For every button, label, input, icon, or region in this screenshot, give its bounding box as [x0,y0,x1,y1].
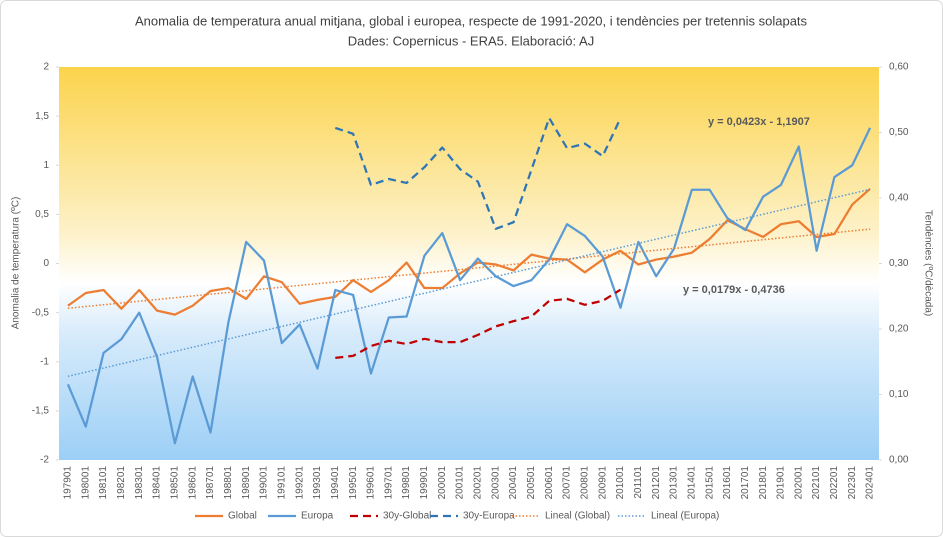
x-tick-label: 198801 [223,466,234,500]
series-line [335,288,622,359]
plot-area [59,67,879,460]
legend-label: Lineal (Europa) [651,511,719,522]
y2-tick-label: 0,20 [889,324,909,335]
series-line [67,188,871,378]
y-tick-label: 0,5 [35,209,49,220]
x-tick-label: 198501 [170,466,181,500]
x-tick-label: 199301 [312,466,323,500]
chart-title: Anomalia de temperatura anual mitjana, g… [135,13,808,28]
x-tick-label: 202301 [847,466,858,500]
x-tick-label: 201801 [758,466,769,500]
x-tick-label: 202201 [829,466,840,500]
x-tick-label: 201601 [722,466,733,500]
x-tick-label: 201701 [740,466,751,500]
y-tick-label: -2 [40,455,49,466]
x-tick-label: 200201 [473,466,484,500]
x-tick-label: 199201 [294,466,305,500]
x-tick-label: 198401 [152,466,163,500]
x-tick-label: 197901 [63,466,74,500]
legend-label: 30y-Global [383,511,431,522]
x-tick-label: 200701 [562,466,573,500]
x-tick-label: 198301 [134,466,145,500]
chart-subtitle: Dades: Copernicus - ERA5. Elaboració: AJ [348,33,594,48]
y2-tick-label: 0,00 [889,455,909,466]
annotation: y = 0,0179x - 0,4736 [683,284,785,296]
y2-tick-label: 0,50 [889,127,909,138]
legend-label: 30y-Europa [463,511,515,522]
x-tick-label: 201901 [776,466,787,500]
x-tick-label: 202401 [865,466,876,500]
y2-axis-label: Tendències (ºC/dècada) [922,210,933,317]
series-line [334,116,622,230]
x-tick-label: 200501 [526,466,537,500]
x-tick-label: 201301 [669,466,680,500]
legend-label: Europa [301,511,334,522]
y-tick-label: -1 [40,356,49,367]
x-tick-label: 200101 [455,466,466,500]
x-tick-label: 200901 [597,466,608,500]
x-tick-label: 201401 [686,466,697,500]
x-tick-label: 201201 [651,466,662,500]
x-tick-label: 199501 [348,466,359,500]
y2-tick-label: 0,30 [889,258,909,269]
x-tick-label: 198901 [241,466,252,500]
x-tick-label: 202101 [811,466,822,500]
y-tick-label: 1 [43,160,49,171]
x-tick-label: 200401 [508,466,519,500]
x-tick-label: 198201 [116,466,127,500]
x-tick-label: 199101 [276,466,287,500]
legend-label: Global [228,511,257,522]
x-tick-label: 198001 [80,466,91,500]
x-tick-label: 199701 [383,466,394,500]
y2-tick-label: 0,40 [889,193,909,204]
legend-label: Lineal (Global) [545,511,610,522]
y-tick-label: -1,5 [32,406,50,417]
x-tick-label: 199801 [401,466,412,500]
x-tick-label: 200001 [437,466,448,500]
y-axis-label: Anomalia de temperatura (ºC) [11,197,22,330]
x-tick-label: 200601 [544,466,555,500]
x-tick-label: 201501 [704,466,715,500]
y-tick-label: 1,5 [35,111,49,122]
y2-tick-label: 0,60 [889,62,909,73]
y2-tick-label: 0,10 [889,389,909,400]
x-tick-label: 198101 [98,466,109,500]
y-tick-label: 0 [43,258,49,269]
x-tick-label: 199901 [419,466,430,500]
y-tick-label: -0,5 [32,307,50,318]
x-tick-label: 199401 [330,466,341,500]
x-tick-label: 201001 [615,466,626,500]
annotation: y = 0,0423x - 1,1907 [708,116,810,128]
x-tick-label: 201101 [633,466,644,499]
x-tick-label: 200801 [580,466,591,500]
series-line [67,228,871,310]
x-tick-label: 198601 [187,466,198,500]
x-tick-label: 198701 [205,466,216,500]
y-tick-label: 2 [43,62,49,73]
x-tick-label: 200301 [490,466,501,500]
x-tick-label: 199001 [259,466,270,500]
x-tick-label: 202001 [793,466,804,500]
x-tick-label: 199601 [366,466,377,500]
